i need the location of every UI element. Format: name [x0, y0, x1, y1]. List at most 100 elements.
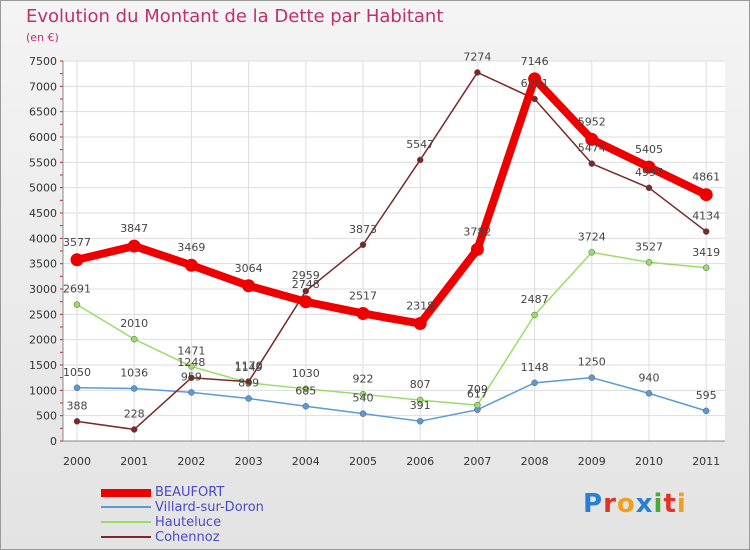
data-label: 1149 [235, 361, 263, 374]
data-label: 540 [353, 392, 374, 405]
y-tick-label: 5500 [29, 156, 57, 169]
data-point [73, 418, 81, 425]
data-point [531, 311, 538, 319]
data-label: 2010 [120, 317, 148, 330]
data-label: 2959 [292, 269, 320, 282]
data-label: 1170 [235, 360, 263, 373]
data-point [588, 374, 596, 381]
x-tick-label: 2005 [349, 455, 377, 468]
data-label: 959 [181, 370, 202, 383]
data-point [356, 306, 370, 320]
data-label: 807 [410, 378, 431, 391]
data-label: 3064 [235, 262, 263, 275]
data-point [130, 335, 138, 343]
legend-swatch-cohennoz [101, 536, 151, 538]
data-label: 4134 [692, 210, 720, 223]
data-label: 5405 [635, 143, 663, 156]
data-label: 2487 [521, 293, 549, 306]
data-point [188, 389, 195, 396]
data-point [702, 228, 710, 235]
data-label: 228 [124, 407, 145, 420]
data-label: 3724 [578, 230, 606, 243]
data-label: 3577 [63, 236, 91, 249]
x-tick-label: 2004 [292, 455, 320, 468]
data-label: 3419 [692, 246, 720, 259]
data-label: 3782 [463, 225, 491, 238]
data-point [699, 188, 713, 202]
logo-letter: x [635, 489, 654, 519]
data-point [130, 385, 138, 392]
series-line-villard-sur-doron [76, 376, 707, 422]
x-tick-label: 2010 [635, 455, 663, 468]
data-point [588, 249, 596, 256]
x-tick-label: 2006 [406, 455, 434, 468]
data-point [245, 378, 252, 385]
series-line-cohennoz [76, 71, 707, 431]
data-point [645, 259, 653, 266]
data-label: 3847 [120, 222, 148, 235]
logo-letter: i [676, 489, 687, 519]
data-label: 3527 [635, 240, 663, 253]
data-label: 1148 [521, 361, 549, 374]
x-tick-label: 2001 [120, 455, 148, 468]
data-label: 5474 [578, 142, 606, 155]
data-label: 1030 [292, 367, 320, 380]
data-point [188, 374, 195, 382]
data-point [645, 390, 653, 397]
data-point [645, 184, 653, 192]
data-label: 4997 [635, 166, 663, 179]
data-point [470, 242, 484, 256]
x-tick-label: 2008 [521, 455, 549, 468]
logo-letter: P [583, 489, 604, 519]
data-label: 839 [238, 376, 259, 389]
data-label: 709 [467, 383, 488, 396]
data-label: 685 [295, 384, 316, 397]
data-point [73, 301, 81, 308]
data-label: 2517 [349, 289, 377, 302]
logo-letter: r [603, 489, 617, 519]
data-label: 5952 [578, 115, 606, 128]
y-tick-label: 2000 [29, 334, 57, 347]
data-point [702, 407, 710, 415]
legend-swatch-hauteluce [101, 521, 151, 523]
data-label: 2318 [406, 300, 434, 313]
data-label: 391 [410, 399, 431, 412]
y-tick-label: 1500 [29, 359, 57, 372]
data-point [359, 391, 367, 398]
data-point [184, 258, 198, 272]
data-point [127, 239, 141, 253]
chart-subtitle: (en €) [26, 31, 59, 44]
data-point [588, 160, 596, 167]
proxiti-logo: Proxiti [583, 489, 687, 519]
series-line-beaufort [73, 74, 711, 328]
data-point [474, 69, 481, 76]
data-point [416, 156, 424, 164]
data-label: 3469 [177, 241, 205, 254]
data-point [245, 395, 252, 402]
data-point [73, 384, 81, 392]
data-label: 3873 [349, 223, 377, 236]
data-label: 7274 [463, 50, 491, 63]
data-label: 6751 [521, 77, 549, 90]
data-point [359, 410, 367, 417]
data-point [474, 401, 481, 409]
data-label: 2748 [292, 278, 320, 291]
x-tick-label: 2000 [63, 455, 91, 468]
data-label: 922 [353, 372, 374, 385]
data-point [531, 379, 538, 387]
data-label: 4861 [692, 171, 720, 184]
x-tick-label: 2011 [692, 455, 720, 468]
y-tick-label: 3500 [29, 258, 57, 271]
y-tick-label: 3000 [29, 283, 57, 296]
y-tick-label: 7000 [29, 80, 57, 93]
data-point [130, 426, 138, 433]
data-point [585, 132, 599, 146]
data-label: 1250 [578, 356, 606, 369]
y-tick-label: 4500 [29, 207, 57, 220]
y-tick-label: 6500 [29, 106, 57, 119]
series-line-hauteluce [76, 251, 707, 406]
data-point [416, 396, 424, 404]
logo-letter: t [663, 489, 677, 519]
data-point [359, 241, 367, 249]
